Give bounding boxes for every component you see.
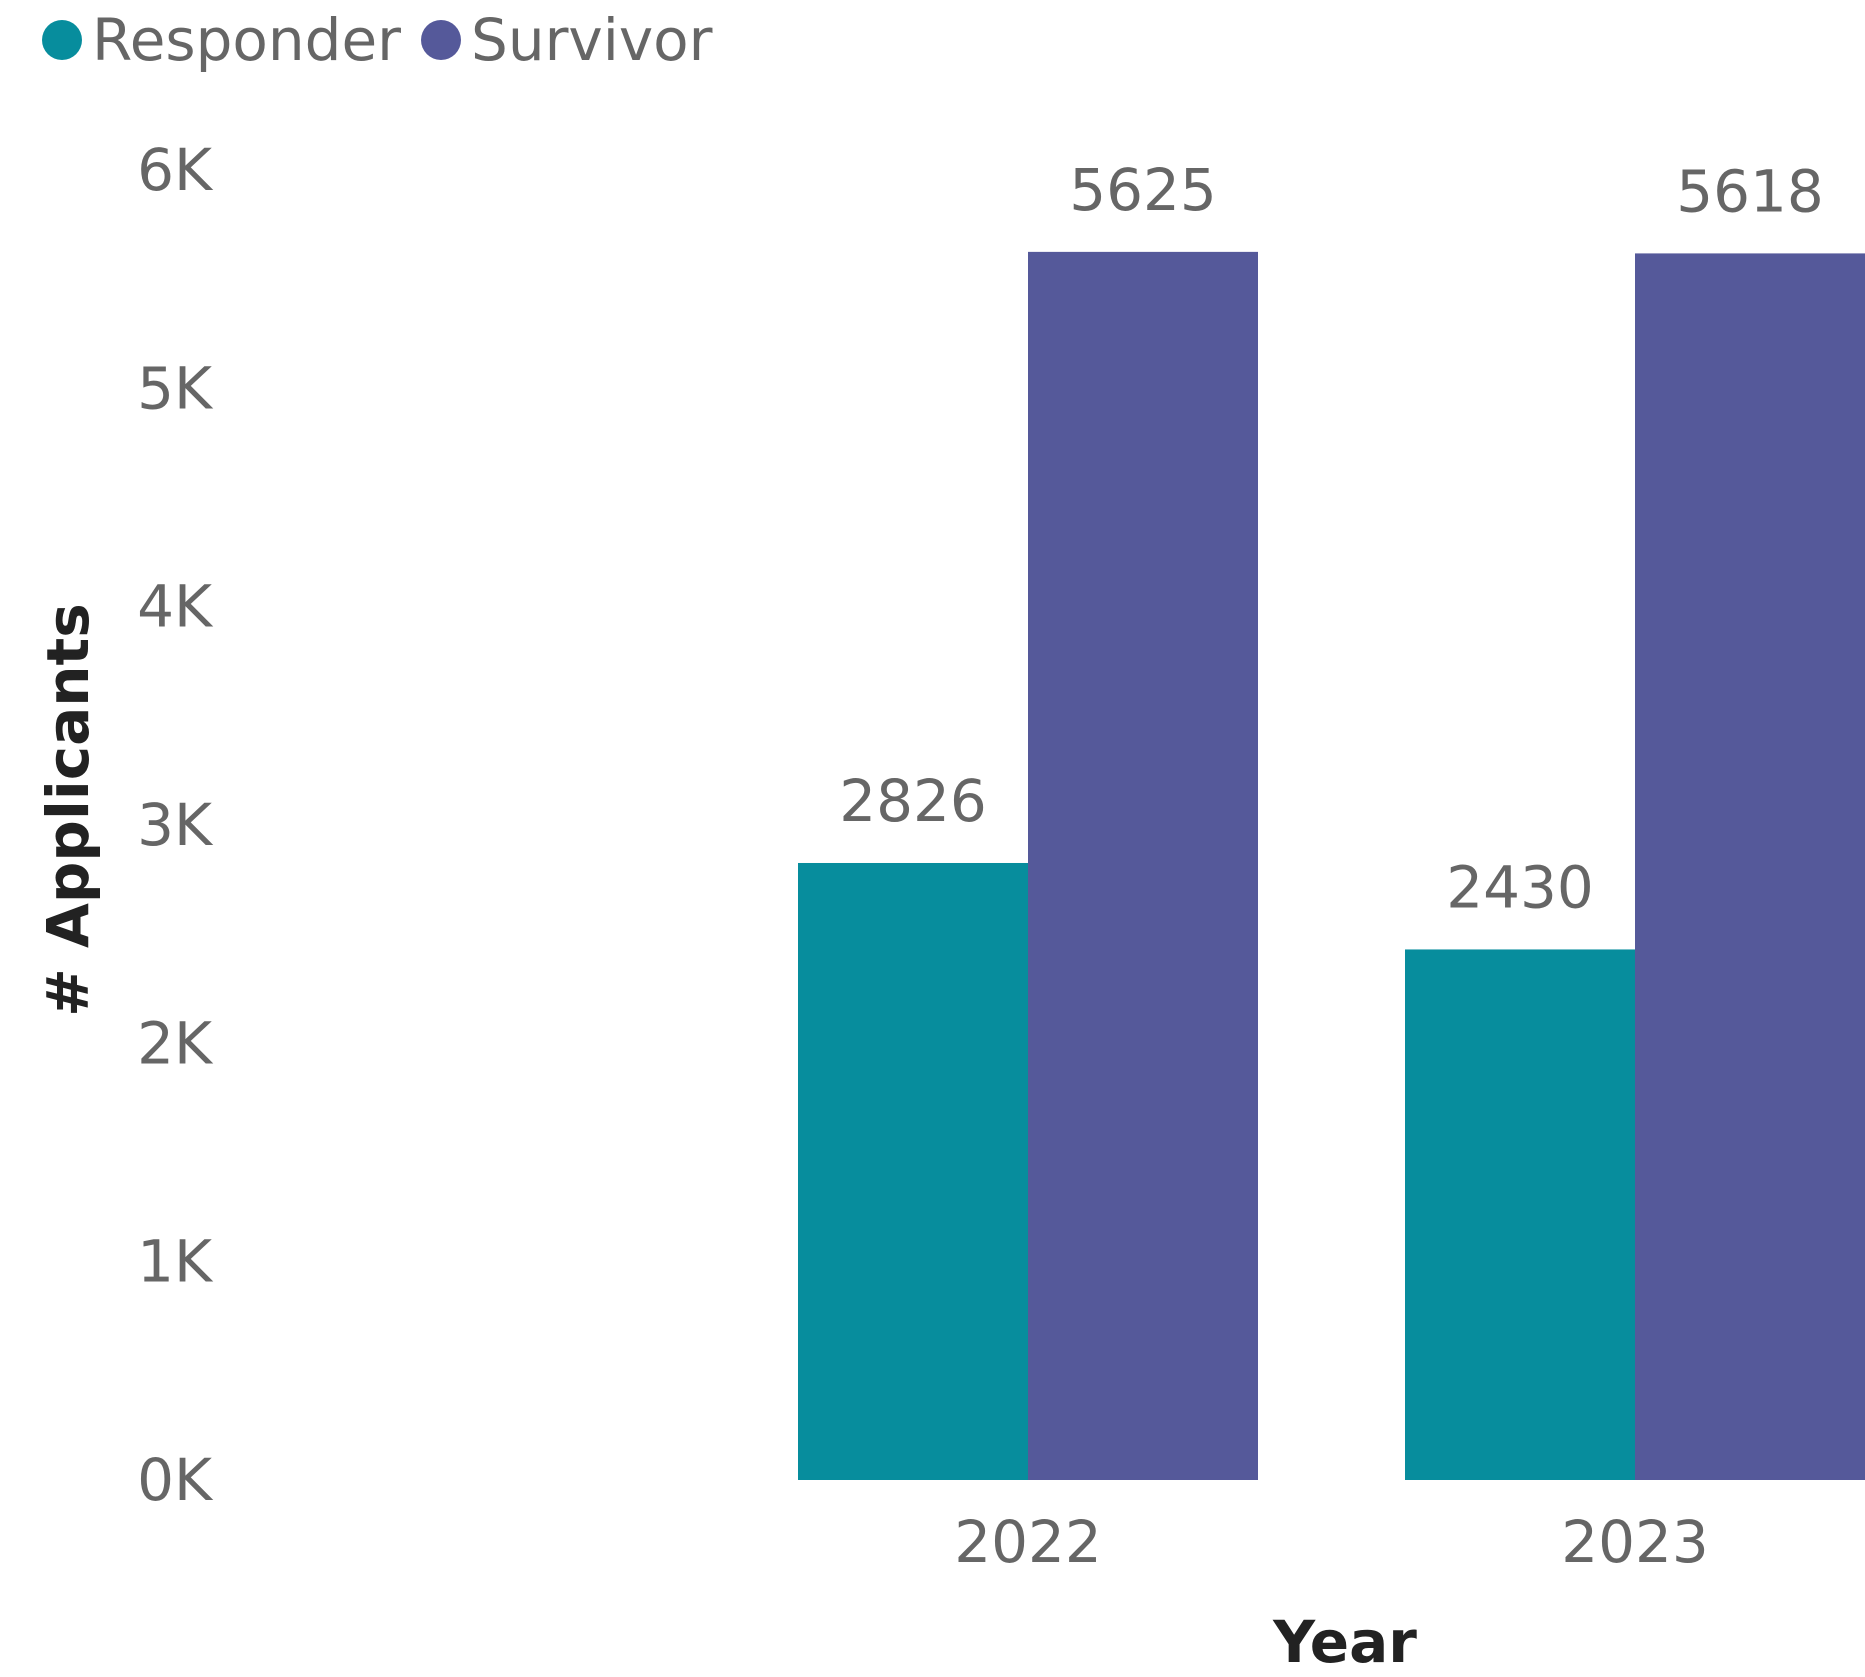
data-label-survivor-2022: 5625 <box>1069 156 1217 224</box>
x-axis: 2022 2023 <box>954 1508 1709 1576</box>
bar-responder-2022 <box>798 862 1028 1480</box>
y-axis-title: # Applicants <box>34 603 102 1017</box>
y-tick-label: 2K <box>137 1009 214 1077</box>
y-tick-label: 1K <box>137 1228 214 1296</box>
legend: Responder Survivor <box>42 6 713 74</box>
data-labels: 2826 5625 2430 5618 <box>839 156 1824 922</box>
y-tick-label: 5K <box>137 354 214 422</box>
legend-label-survivor: Survivor <box>471 6 713 74</box>
y-tick-label: 0K <box>137 1446 214 1514</box>
y-tick-label: 6K <box>137 136 214 204</box>
legend-marker-responder <box>42 20 82 60</box>
bar-responder-2023 <box>1405 949 1635 1480</box>
y-tick-label: 3K <box>137 791 214 859</box>
x-tick-label-2023: 2023 <box>1561 1508 1709 1576</box>
legend-marker-survivor <box>421 20 461 60</box>
data-label-responder-2022: 2826 <box>839 767 987 835</box>
bars <box>798 251 1865 1481</box>
y-axis: 0K 1K 2K 3K 4K 5K 6K <box>137 136 214 1514</box>
y-tick-label: 4K <box>137 573 214 641</box>
data-label-survivor-2023: 5618 <box>1676 157 1824 225</box>
x-axis-title: Year <box>1272 1608 1417 1672</box>
bar-survivor-2022 <box>1028 251 1258 1480</box>
bar-survivor-2023 <box>1635 253 1865 1481</box>
data-label-responder-2023: 2430 <box>1446 853 1594 921</box>
x-tick-label-2022: 2022 <box>954 1508 1102 1576</box>
legend-label-responder: Responder <box>92 6 401 74</box>
